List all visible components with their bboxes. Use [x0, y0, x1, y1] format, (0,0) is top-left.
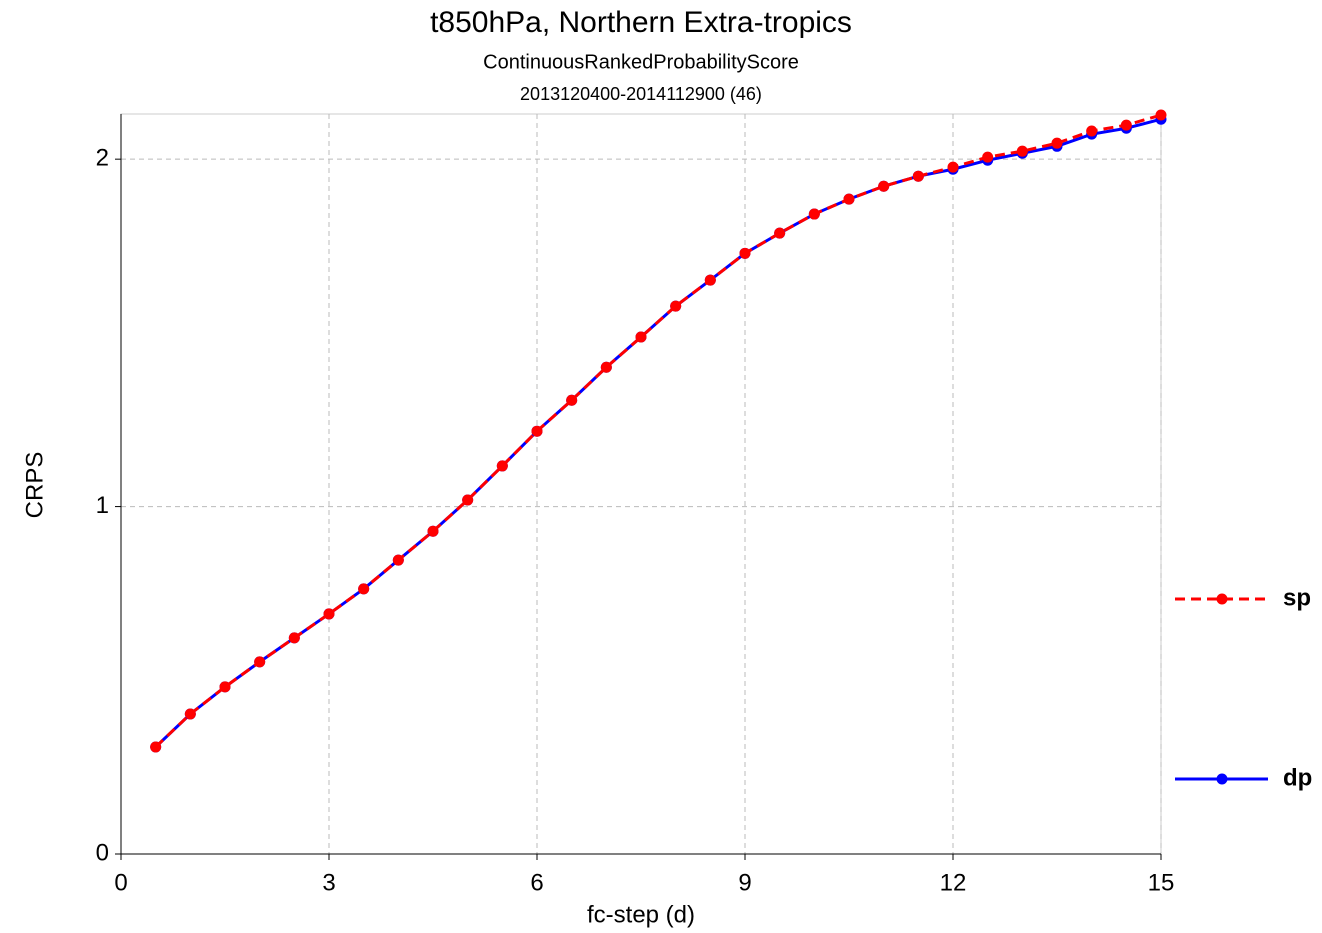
series-marker: [496, 460, 508, 472]
series-marker: [462, 494, 474, 506]
series-line: [154, 113, 1162, 749]
y-tick-label: 1: [96, 492, 109, 519]
series-marker: [1120, 119, 1132, 131]
x-axis-label: fc-step (d): [587, 901, 695, 928]
x-tick-label: 0: [114, 869, 127, 896]
series-marker: [739, 247, 751, 259]
legend-marker: [1216, 593, 1228, 605]
y-tick-label: 0: [96, 839, 109, 866]
series-marker: [912, 170, 924, 182]
y-axis-label: CRPS: [21, 452, 48, 519]
series-marker: [392, 554, 404, 566]
series-marker: [600, 361, 612, 373]
series-marker: [1016, 145, 1028, 157]
series-marker: [254, 656, 266, 668]
series-marker: [1051, 137, 1063, 149]
series-marker: [184, 708, 196, 720]
legend-label: dp: [1283, 764, 1312, 791]
y-tick-label: 2: [96, 145, 109, 172]
chart-subtitle: ContinuousRankedProbabilityScore: [483, 51, 799, 73]
chart-title: t850hPa, Northern Extra-tropics: [430, 6, 852, 39]
x-tick-label: 3: [322, 869, 335, 896]
series-marker: [878, 180, 890, 192]
x-tick-label: 15: [1148, 869, 1175, 896]
series-marker: [808, 208, 820, 220]
x-tick-label: 6: [530, 869, 543, 896]
series-marker: [947, 161, 959, 173]
series-marker: [1086, 125, 1098, 137]
series-line: [154, 117, 1162, 749]
series-marker: [219, 681, 231, 693]
chart-period: 2013120400-2014112900 (46): [520, 84, 762, 104]
series-marker: [704, 274, 716, 286]
series-marker: [670, 300, 682, 312]
plot-frame: [120, 113, 1162, 855]
series-marker: [323, 608, 335, 620]
series-marker: [150, 741, 162, 753]
x-tick-label: 9: [738, 869, 751, 896]
series-marker: [982, 151, 994, 163]
series-marker: [843, 193, 855, 205]
series-marker: [1155, 109, 1167, 121]
series-marker: [566, 394, 578, 406]
series-marker: [774, 227, 786, 239]
series-marker: [427, 525, 439, 537]
series-marker: [358, 583, 370, 595]
series-marker: [531, 425, 543, 437]
series-marker: [635, 331, 647, 343]
x-tick-label: 12: [940, 869, 967, 896]
series-marker: [288, 632, 300, 644]
legend-label: sp: [1283, 584, 1311, 611]
legend-marker: [1216, 773, 1228, 785]
